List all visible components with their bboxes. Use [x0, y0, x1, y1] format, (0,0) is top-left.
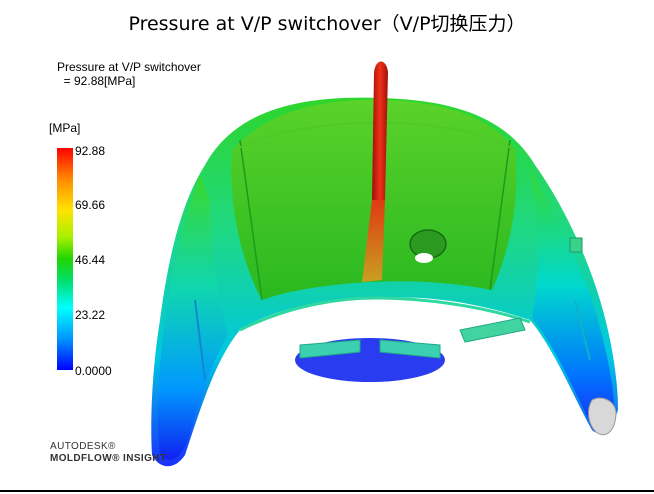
part-left-arm: [157, 175, 228, 460]
legend-tick-min: 0.0000: [75, 364, 112, 378]
sprue-lower: [362, 200, 385, 282]
inner-wall-right: [489, 139, 511, 291]
legend-unit: [MPa]: [49, 121, 81, 135]
rim-tab-left: [299, 339, 361, 359]
branding-line2: MOLDFLOW® INSIGHT: [50, 453, 167, 464]
legend-tick-4: 23.22: [75, 308, 106, 322]
part-right-arm: [530, 170, 614, 428]
bottom-border: [0, 490, 654, 492]
result-value: = 92.88[MPa]: [57, 74, 136, 88]
sprue-upper: [372, 61, 388, 200]
left-rib: [194, 299, 206, 381]
plot-title: Pressure at V/P switchover（V/P切换压力）: [128, 13, 526, 35]
right-rib: [574, 299, 591, 361]
legend-tick-max: 92.88: [75, 144, 106, 158]
hole-highlight: [415, 253, 433, 263]
legend-tick-2: 69.66: [75, 198, 106, 212]
rim-tab-far-right: [459, 317, 526, 343]
branding-line1: AUTODESK®: [50, 441, 116, 452]
right-clip: [569, 237, 583, 253]
rim-tab-right: [379, 339, 441, 359]
legend-tick-3: 46.44: [75, 253, 106, 267]
vendor-branding: AUTODESK® MOLDFLOW® INSIGHT: [50, 441, 166, 465]
result-name: Pressure at V/P switchover: [57, 60, 201, 74]
part-right-tip: [588, 397, 617, 436]
color-scale-bar: [57, 148, 73, 370]
result-info: Pressure at V/P switchover = 92.88[MPa]: [57, 60, 201, 88]
inner-wall-left: [239, 139, 263, 301]
rim-band-edge: [239, 296, 531, 332]
